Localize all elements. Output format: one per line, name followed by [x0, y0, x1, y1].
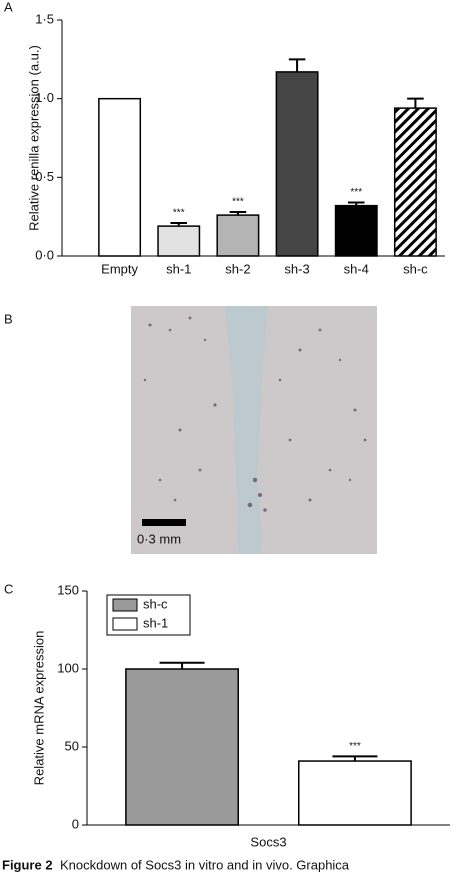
x-tick-label: Empty	[101, 261, 138, 276]
x-tick-label: sh-3	[284, 261, 309, 276]
x-tick-label: sh-2	[225, 261, 250, 276]
y-tick-label: 50	[65, 738, 79, 753]
y-axis-label: Relative renilla expression (a.u.)	[26, 45, 41, 231]
bar	[298, 760, 412, 826]
y-tick-label: 100	[57, 660, 79, 675]
y-tick-label: 0·5	[35, 169, 54, 184]
y-tick-label: 0	[72, 816, 79, 831]
bar	[334, 204, 378, 257]
bar	[125, 668, 239, 826]
x-tick-label: sh-c	[403, 261, 428, 276]
bar	[275, 71, 319, 257]
x-tick-label: Socs3	[250, 834, 286, 849]
bar	[216, 214, 260, 257]
panel-label: C	[4, 581, 13, 596]
caption-label: Figure 2	[2, 857, 53, 872]
scale-label: 0·3 mm	[137, 531, 181, 546]
y-tick-label: 1·5	[35, 11, 54, 26]
legend-label: sh-c	[143, 596, 168, 611]
panel-label: A	[4, 0, 13, 14]
legend-swatch	[112, 598, 138, 612]
y-tick-label: 150	[57, 582, 79, 597]
x-tick-label: sh-4	[344, 261, 369, 276]
bar	[393, 107, 437, 257]
y-tick-label: 0·0	[35, 247, 54, 262]
bar	[157, 225, 201, 257]
y-tick-label: 1·0	[35, 90, 54, 105]
significance: ***	[349, 741, 361, 752]
legend-label: sh-1	[143, 615, 168, 630]
y-axis-label: Relative mRNA expression	[31, 631, 46, 786]
caption-text: Knockdown of Socs3 in vitro and in vivo.…	[60, 857, 350, 872]
significance: ***	[350, 187, 362, 198]
significance: ***	[232, 197, 244, 208]
legend-swatch	[112, 617, 138, 631]
panel-label: B	[4, 311, 13, 326]
micrograph	[131, 306, 377, 554]
significance: ***	[173, 208, 185, 219]
x-tick-label: sh-1	[166, 261, 191, 276]
bar	[98, 97, 142, 257]
